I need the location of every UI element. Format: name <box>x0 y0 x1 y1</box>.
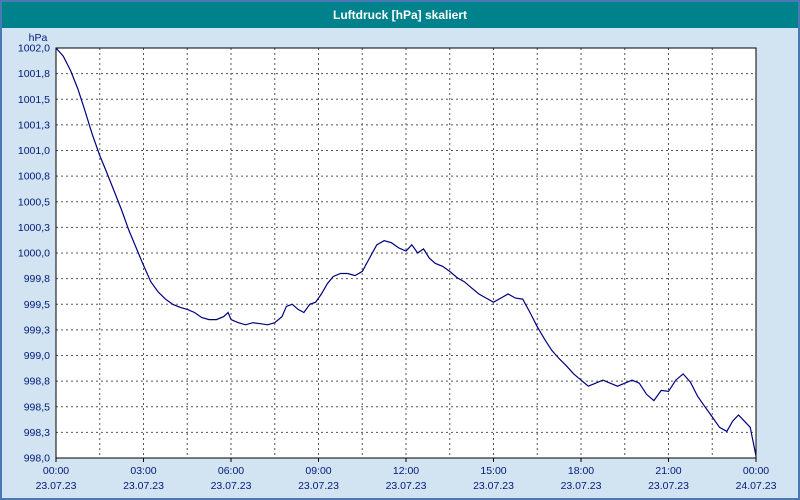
y-tick-label: 1000,3 <box>18 222 50 234</box>
y-tick-label: 999,3 <box>24 324 50 336</box>
x-tick-date-label: 23.07.23 <box>561 480 602 492</box>
x-tick-date-label: 23.07.23 <box>211 480 252 492</box>
y-tick-label: 1001,5 <box>18 94 50 106</box>
y-tick-label: 1001,3 <box>18 119 50 131</box>
y-tick-label: 999,8 <box>24 273 50 285</box>
x-tick-date-label: 23.07.23 <box>298 480 339 492</box>
window-title: Luftdruck [hPa] skaliert <box>2 2 798 28</box>
y-tick-label: 1002,0 <box>18 43 50 55</box>
x-tick-date-label: 23.07.23 <box>123 480 164 492</box>
chart-container: 1002,0 1001,8 1001,5 1001,3 1001,0 1000,8 1000… <box>2 28 798 498</box>
y-tick-label: 1001,0 <box>18 145 50 157</box>
y-tick-label: 998,3 <box>24 427 50 439</box>
x-tick-time-label: 00:00 <box>43 465 69 477</box>
y-axis-labels: 1002,0 1001,8 1001,5 1001,3 1001,0 1000,8 1000… <box>18 43 50 465</box>
x-axis-labels: 00:00 23.07.23 03:00 23.07.23 06:00 23.07.23 0… <box>36 458 777 492</box>
x-tick-time-label: 12:00 <box>393 465 419 477</box>
x-tick-time-label: 06:00 <box>218 465 244 477</box>
y-tick-label: 998,8 <box>24 376 50 388</box>
x-tick-time-label: 00:00 <box>743 465 769 477</box>
pressure-line <box>55 47 757 457</box>
x-tick-date-label: 23.07.23 <box>648 480 689 492</box>
y-tick-label: 1000,8 <box>18 171 50 183</box>
x-tick-date-label: 23.07.23 <box>36 480 77 492</box>
pressure-chart: 1002,0 1001,8 1001,5 1001,3 1001,0 1000,8 1000… <box>18 32 777 492</box>
y-tick-label: 1000,5 <box>18 196 50 208</box>
y-tick-label: 999,5 <box>24 299 50 311</box>
y-tick-label: 998,0 <box>24 453 50 465</box>
y-tick-label: 1000,0 <box>18 248 50 260</box>
x-tick-time-label: 18:00 <box>568 465 594 477</box>
x-tick-date-label: 23.07.23 <box>386 480 427 492</box>
x-tick-time-label: 21:00 <box>655 465 681 477</box>
x-tick-date-label: 23.07.23 <box>473 480 514 492</box>
y-tick-label: 998,5 <box>24 401 50 413</box>
x-tick-time-label: 15:00 <box>480 465 506 477</box>
x-tick-date-label: 24.07.23 <box>736 480 777 492</box>
x-tick-time-label: 03:00 <box>130 465 156 477</box>
y-tick-label: 999,0 <box>24 350 50 362</box>
x-tick-time-label: 09:00 <box>305 465 331 477</box>
y-axis-unit-label: hPa <box>29 32 48 44</box>
gridlines <box>56 48 756 458</box>
y-tick-label: 1001,8 <box>18 68 50 80</box>
